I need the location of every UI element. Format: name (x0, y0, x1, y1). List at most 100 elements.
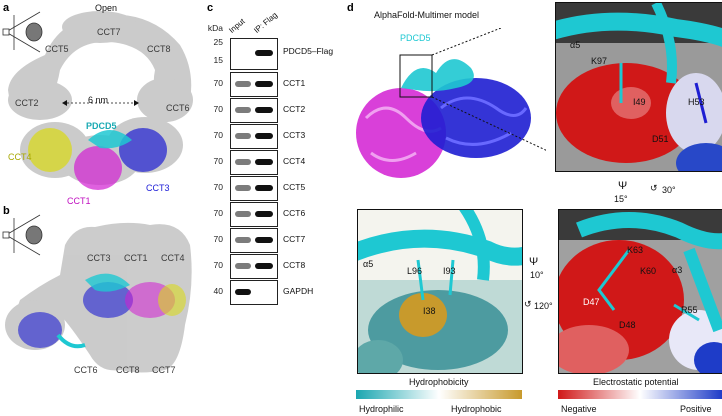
kda-cct6: 70 (213, 208, 223, 218)
res-k63: K63 (627, 245, 644, 255)
res-k97: K97 (591, 56, 608, 66)
hydro-colorbar (356, 390, 522, 399)
res-h53: H53 (688, 97, 705, 107)
rotate-icon-2: ↺ (650, 183, 658, 193)
label-cct5: CCT5 (45, 44, 69, 54)
blot-label-pdcd5: PDCD5–Flag (283, 46, 334, 56)
kda-cct5: 70 (213, 182, 223, 192)
kda-unit: kDa (207, 23, 223, 33)
panel-d-letter: d (347, 2, 354, 14)
elec-legend-high: Positive (680, 404, 712, 414)
elec-legend-low: Negative (561, 404, 597, 414)
kda-cct4: 70 (213, 156, 223, 166)
blot-cct6 (230, 202, 278, 227)
zoom1-helix: α5 (570, 40, 581, 50)
label-cct2: CCT2 (15, 98, 39, 108)
pdcd5-model-label: PDCD5 (400, 33, 431, 43)
blot-label-cct2: CCT2 (283, 104, 306, 114)
label-b-cct6: CCT6 (74, 365, 98, 375)
label-b-cct8: CCT8 (116, 365, 140, 375)
res-i93: I93 (443, 266, 456, 276)
kda-cct8: 70 (213, 260, 223, 270)
hydro-legend-title: Hydrophobicity (409, 377, 469, 387)
hydro-helix: α5 (363, 259, 374, 269)
kda-cct2: 70 (213, 104, 223, 114)
elec-colorbar (558, 390, 722, 399)
label-b-cct4: CCT4 (161, 253, 185, 263)
res-d51: D51 (652, 134, 669, 144)
res-d47: D47 (583, 297, 600, 307)
cct3-ribbon (119, 128, 167, 172)
blot-cct5 (230, 176, 278, 201)
blot-label-cct6: CCT6 (283, 208, 306, 218)
blot-pdcd5 (230, 38, 278, 70)
blot-cct7 (230, 228, 278, 253)
blot-cct8 (230, 254, 278, 279)
kda-cct1: 70 (213, 78, 223, 88)
label-cct4: CCT4 (8, 152, 32, 162)
blot-cct4 (230, 150, 278, 175)
res-i38: I38 (423, 306, 436, 316)
zoom-hydrophobic (357, 209, 523, 374)
rotate-icon-1: Ψ (618, 180, 628, 192)
lane-ip-flag: IP: Flag (252, 10, 280, 35)
blot-label-gapdh: GAPDH (283, 286, 314, 296)
kda-cct3: 70 (213, 130, 223, 140)
blot-label-cct8: CCT8 (283, 260, 306, 270)
alphafold-model (356, 28, 546, 178)
rotation2-b: 120° (534, 301, 553, 311)
label-cct7: CCT7 (97, 27, 121, 37)
res-l96: L96 (407, 266, 423, 276)
kda-gapdh: 40 (213, 286, 223, 296)
blot-label-cct5: CCT5 (283, 182, 306, 192)
blot-cct3 (230, 124, 278, 149)
zoom-electrostatic (558, 209, 722, 374)
hydro-legend-high: Hydrophobic (451, 404, 502, 414)
cct1-ribbon (74, 146, 122, 190)
res-d48: D48 (619, 320, 636, 330)
blot-label-cct3: CCT3 (283, 130, 306, 140)
res-k60: K60 (640, 266, 657, 276)
res-i49: I49 (633, 97, 646, 107)
blot-label-cct7: CCT7 (283, 234, 306, 244)
elec-legend-title: Electrostatic potential (593, 377, 679, 387)
label-cct3: CCT3 (146, 183, 170, 193)
rotation1-b: 30° (662, 185, 676, 195)
panel-a-letter: a (3, 2, 10, 14)
label-b-cct7: CCT7 (152, 365, 176, 375)
pdcd5-ribbon (88, 130, 132, 149)
label-cct8: CCT8 (147, 44, 171, 54)
label-cct1: CCT1 (67, 196, 91, 206)
rotate-icon-4: ↺ (524, 299, 532, 309)
blot-label-cct1: CCT1 (283, 78, 306, 88)
kda-cct7: 70 (213, 234, 223, 244)
label-b-cct1: CCT1 (124, 253, 148, 263)
panel-c-letter: c (207, 2, 214, 14)
label-b-cct3: CCT3 (87, 253, 111, 263)
label-cct6: CCT6 (166, 103, 190, 113)
blot-gapdh (230, 280, 278, 305)
panel-b-letter: b (3, 205, 10, 217)
blot-cct2 (230, 98, 278, 123)
distance-label: 6 nm (88, 95, 109, 105)
open-label: Open (95, 3, 118, 13)
lane-input: Input (227, 16, 247, 35)
label-pdcd5: PDCD5 (86, 121, 117, 131)
blot-cct1 (230, 72, 278, 97)
panel-a-map (2, 11, 193, 190)
view-orientation-icon (2, 11, 43, 53)
elec-helix: α3 (672, 265, 683, 275)
model-title: AlphaFold-Multimer model (374, 10, 480, 20)
rotation2-a: 10° (530, 270, 544, 280)
zoom-interface (555, 2, 722, 172)
rotation1-a: 15° (614, 194, 628, 204)
kda-25: 25 (213, 37, 223, 47)
panel-b-map (2, 214, 192, 373)
pdcd5-model (401, 59, 474, 92)
res-r55: R55 (681, 305, 698, 315)
kda-15: 15 (213, 55, 223, 65)
rotate-icon-3: Ψ (529, 256, 539, 268)
hydro-legend-low: Hydrophilic (359, 404, 404, 414)
blot-label-cct4: CCT4 (283, 156, 306, 166)
